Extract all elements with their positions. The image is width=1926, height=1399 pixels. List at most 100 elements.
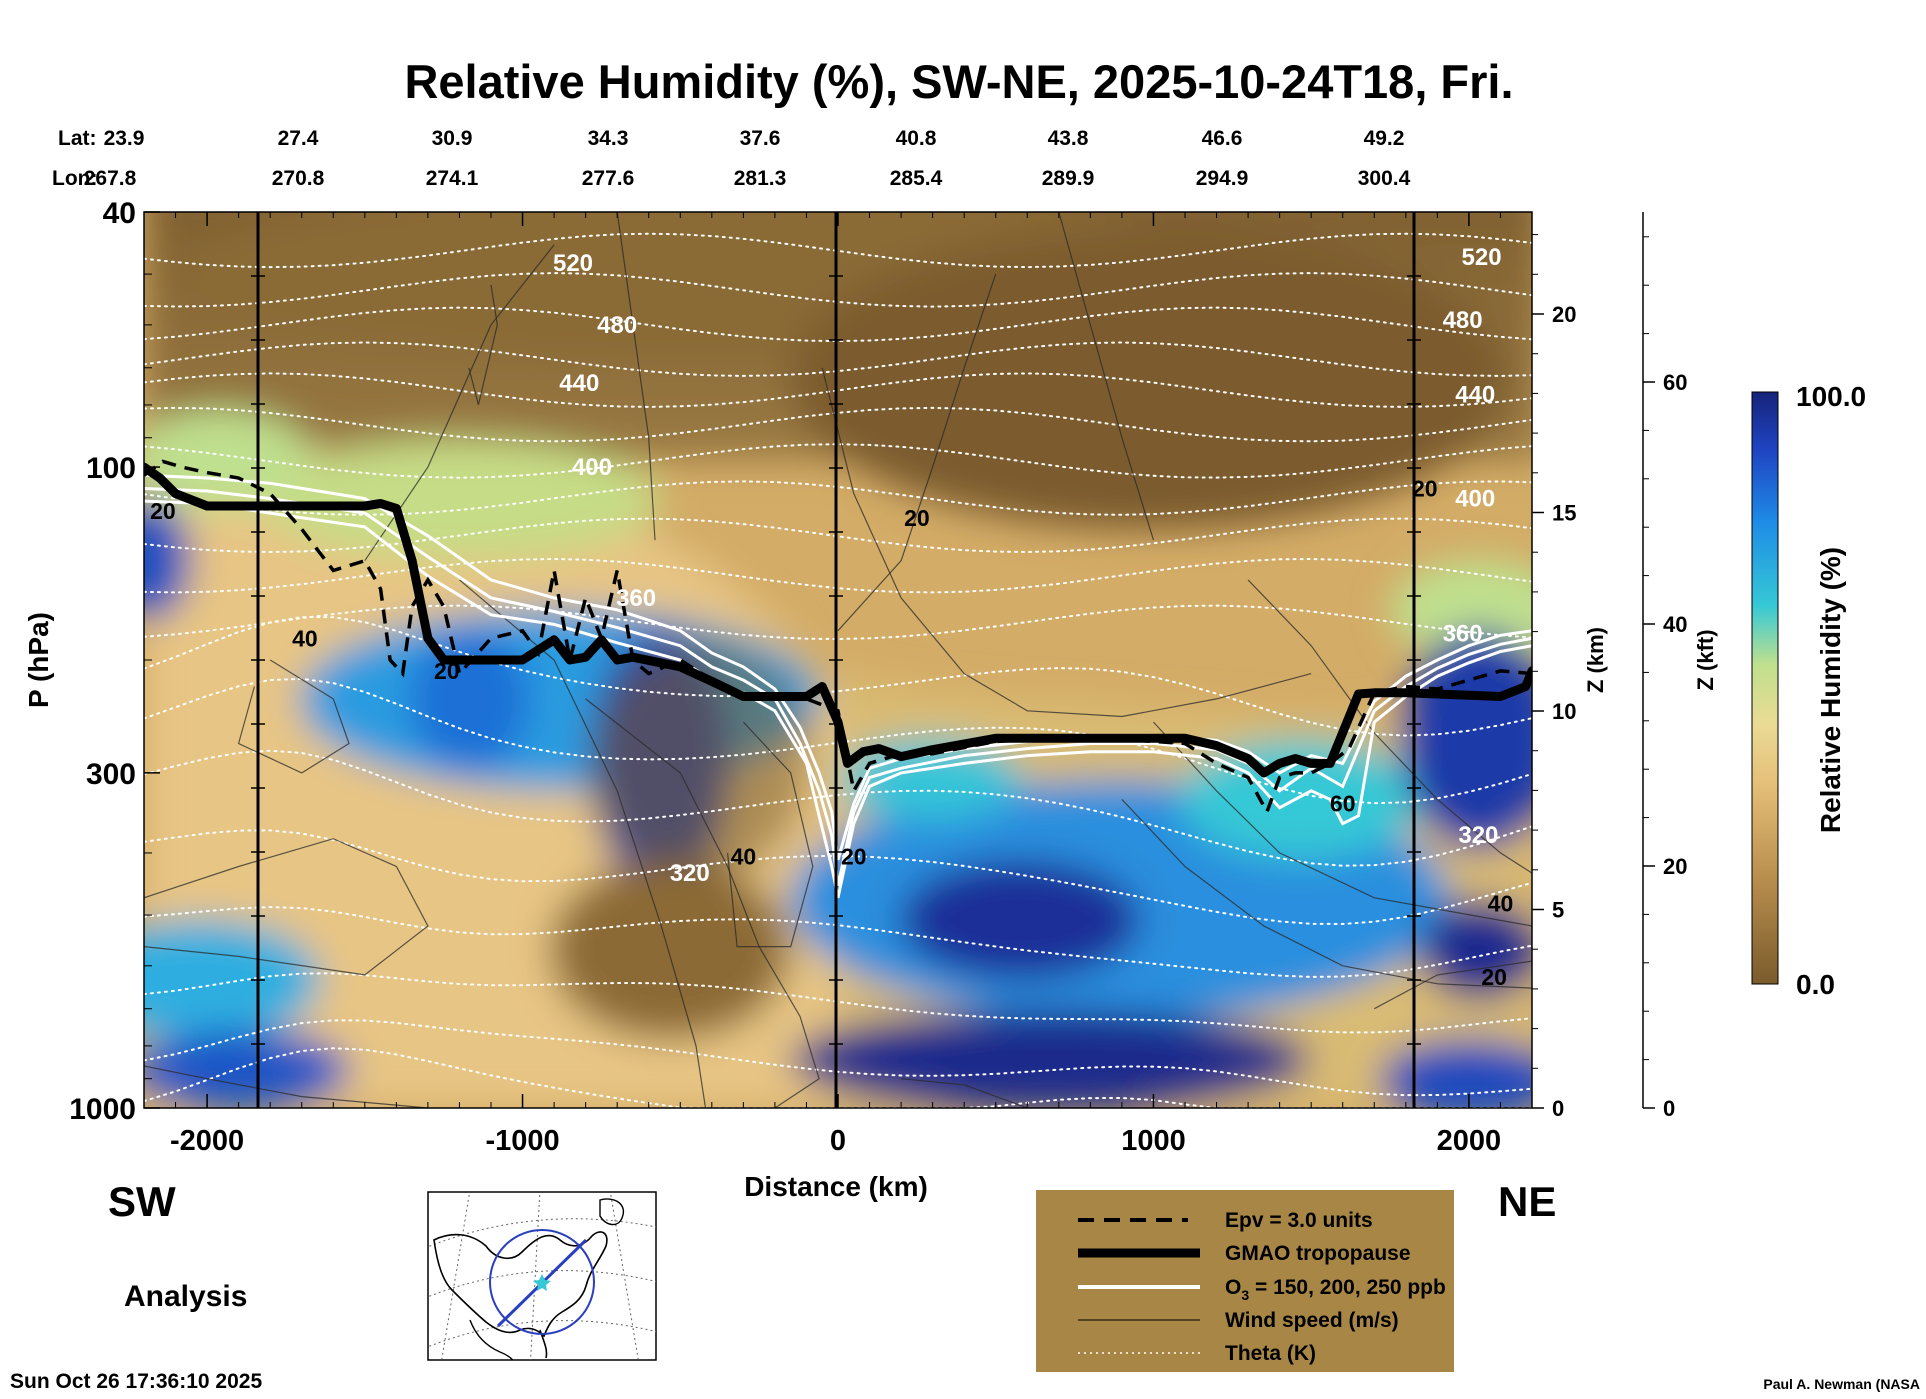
credit: Paul A. Newman (NASA [1763,1376,1920,1392]
theta-contour [144,906,1532,978]
lon-value: 277.6 [582,167,635,190]
theta-label: 480 [597,312,637,339]
wind-label: 40 [731,843,757,869]
wind-contour [1058,212,1155,541]
y-tick-label: 1000 [69,1093,136,1126]
y-axis-label: P (hPa) [23,612,54,708]
theta-label: 400 [572,454,612,481]
wind-contour [727,721,814,948]
theta-label: 440 [1455,381,1495,408]
legend-epv-text: Epv = 3.0 units [1225,1209,1373,1232]
colorbar-label: Relative Humidity (%) [1815,547,1846,833]
y-tick-label: 100 [86,452,136,485]
chart-title: Relative Humidity (%), SW-NE, 2025-10-24… [404,55,1513,108]
analysis-label: Analysis [124,1280,247,1313]
colorbar-max: 100.0 [1796,381,1866,412]
theta-contour [144,372,1532,408]
wind-contour [144,838,429,976]
legend: Epv = 3.0 units GMAO tropopause O3 = 150… [1036,1190,1454,1372]
wind-contour [1121,798,1532,989]
theta-contour [144,443,1532,479]
theta-labels: 520 480 440 400 360 320 520 480 440 400 360 320 [553,244,1502,887]
lat-label: Lat: [58,127,97,150]
wind-label: 40 [292,625,318,651]
wind-label: 20 [904,505,930,531]
series-epv-3-0-units [144,459,1532,817]
wind-label: 20 [434,658,460,684]
series-o3-250-ppb [144,499,1532,899]
x-tick-label: 0 [830,1125,846,1157]
lat-value: 30.9 [432,127,473,150]
colorbar [1751,391,1779,985]
map-greenland [599,1198,625,1226]
x-axis: -2000 -1000 0 1000 2000 [143,212,1533,1157]
wind-contour [1247,579,1532,874]
z-km-tick-label: 15 [1552,501,1576,526]
lat-value: 27.4 [278,127,319,150]
wind-contour [616,212,656,541]
lat-value: 23.9 [104,127,145,150]
sw-label: SW [108,1178,176,1225]
lon-value: 274.1 [426,167,479,190]
series-gmao-tropopause [144,462,1532,778]
z-kft-label: Z (kft) [1693,629,1718,690]
theta-contour [144,972,1532,1034]
z-kft-tick-label: 40 [1663,612,1687,637]
wind-label: 60 [1330,791,1356,817]
wind-contour [901,1078,1028,1108]
z-km-label: Z (km) [1583,627,1608,693]
wind-label: 20 [1412,475,1438,501]
theta-label: 480 [1443,307,1483,334]
theta-contour [144,1047,1532,1108]
x-axis-label: Distance (km) [744,1171,928,1202]
lon-label: Lon: [52,167,97,190]
x-tick-label: 2000 [1437,1125,1502,1157]
lat-value: 43.8 [1048,127,1089,150]
theta-contour [144,406,1532,443]
lat-value: 40.8 [896,127,937,150]
wind-label: 20 [1481,964,1507,990]
x-tick-label: -2000 [170,1125,244,1157]
z-km-tick-label: 10 [1552,699,1576,724]
x-tick-label: -1000 [485,1125,559,1157]
wind-contour [837,273,997,632]
theta-label: 520 [1462,244,1502,271]
wind-contour [1374,960,1532,1010]
theta-contour [144,604,1532,641]
z-kft-tick-label: 20 [1663,854,1687,879]
lon-value: 267.8 [84,167,137,190]
wind-contour [1153,721,1532,927]
theta-contours [144,232,1532,1108]
z-km-tick-label: 5 [1552,898,1564,923]
lon-value: 285.4 [890,167,943,190]
lon-value: 289.9 [1042,167,1095,190]
theta-contour [144,272,1532,308]
wind-label: 20 [150,498,176,524]
theta-contour [144,306,1532,343]
wind-contour [821,367,1312,718]
y-axis: 40 100 300 1000 [69,197,160,1126]
map-florida [539,1329,548,1359]
series-o3-200-ppb [144,487,1532,887]
lat-value: 34.3 [588,127,629,150]
legend-wind-text: Wind speed (m/s) [1225,1309,1399,1332]
tropopause-lines [144,459,1532,899]
z-km-tick-label: 0 [1552,1096,1564,1121]
colorbar-min: 0.0 [1796,969,1835,1000]
legend-theta-text: Theta (K) [1225,1342,1316,1365]
legend-trop-text: GMAO tropopause [1225,1242,1411,1265]
z-km-axis: 20 15 10 5 0 [1532,234,1576,1121]
theta-contour [144,341,1532,377]
series-o3-150-ppb [144,473,1532,861]
lon-values: 267.8 270.8 274.1 277.6 281.3 285.4 289.9 294.9… [84,167,1411,190]
theta-label: 320 [1458,822,1498,849]
theta-label: 360 [616,585,656,612]
map-center-star [533,1274,551,1291]
map-mexico [469,1319,514,1360]
theta-label: 440 [559,370,599,397]
wind-label: 20 [841,843,867,869]
z-kft-axis: 60 40 20 0 [1642,212,1687,1121]
wind-labels: 20 40 20 20 40 20 20 60 40 20 [150,475,1513,990]
theta-contour [144,557,1532,594]
theta-contour [144,616,1532,737]
